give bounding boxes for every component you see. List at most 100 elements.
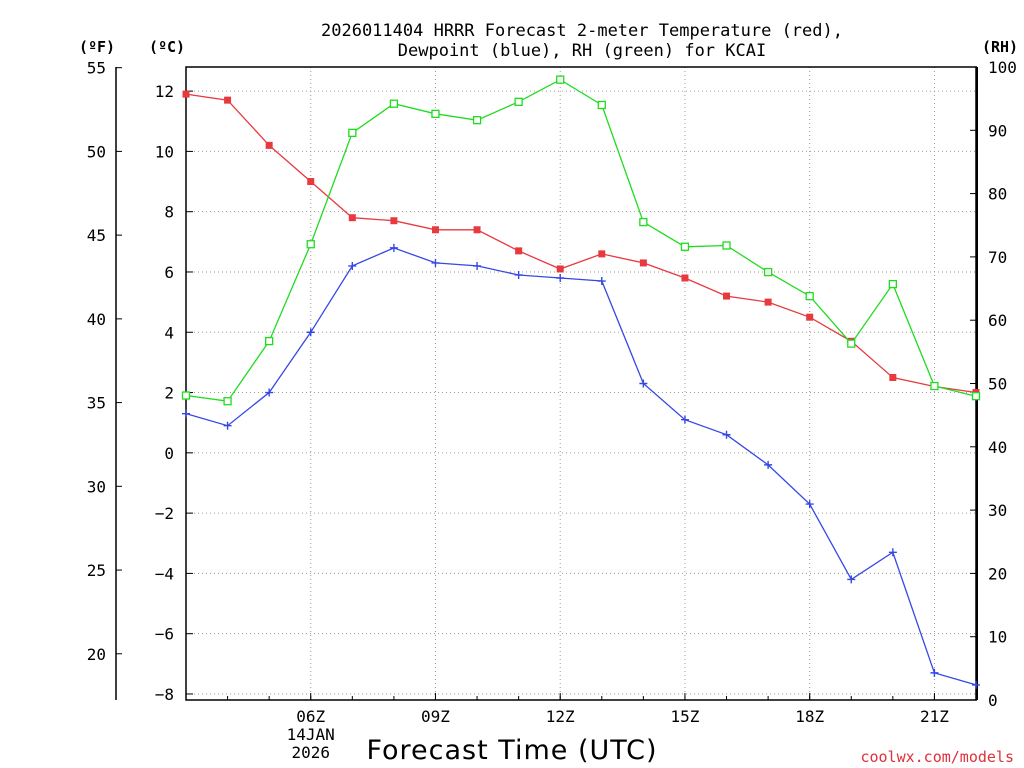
celsius-tick-label: 8 [164,203,174,222]
credit-link[interactable]: coolwx.com/models [860,748,1014,766]
fahrenheit-tick-label: 35 [87,394,106,413]
dewpoint-series-line [185,247,977,686]
dewpoint-point [182,409,190,418]
rh-tick-label: 60 [988,311,1007,330]
rh-point [680,242,690,251]
rh-point [181,391,191,400]
rh-point [763,267,773,277]
temperature-point [348,214,356,222]
fahrenheit-tick-label: 30 [87,477,106,496]
celsius-tick-label: 0 [164,444,174,463]
temperature-point [723,292,731,300]
dewpoint-point [473,261,482,270]
fahrenheit-tick-label: 55 [87,59,106,78]
rh-point [888,279,897,289]
dewpoint-point [597,277,606,286]
rh-tick-label: 30 [988,501,1007,520]
rh-point [431,109,440,118]
x-axis-title: Forecast Time (UTC) [366,735,657,766]
dewpoint-point [680,415,689,424]
rh-point [639,217,648,227]
temperature-point [265,141,273,149]
rh-tick-label: 70 [988,248,1007,267]
celsius-tick-label: 4 [164,323,174,342]
temperature-point [224,96,232,104]
temperature-point [764,298,772,306]
x-tick-label: 21Z [920,707,949,726]
temperature-point [598,250,606,258]
fahrenheit-tick-label: 40 [87,310,106,329]
dewpoint-point [265,388,274,397]
rh-point [971,392,981,401]
data-series [181,75,981,689]
rh-point [556,75,565,84]
rh-tick-label: 10 [988,628,1007,647]
axes [115,66,978,701]
rh-point [306,240,315,249]
grid [186,67,976,700]
temperature-point [681,274,689,282]
rh-tick-label: 40 [988,438,1007,457]
dewpoint-point [306,328,315,337]
dewpoint-point [431,258,440,267]
celsius-tick-label: 10 [155,142,174,161]
rh-tick-label: 20 [988,564,1007,583]
rh-point [930,381,939,391]
celsius-tick-label: −4 [155,564,174,583]
dewpoint-point [389,243,398,252]
x-tick-label: 09Z [421,707,450,726]
temperature-point [182,90,190,98]
dewpoint-point [847,575,856,584]
chart-title-line1: 2026011404 HRRR Forecast 2-meter Tempera… [321,21,843,41]
dewpoint-point [764,460,773,469]
temperature-point [556,265,564,273]
rh-point [348,128,357,137]
dewpoint-point [805,500,814,509]
fahrenheit-tick-label: 45 [87,226,106,245]
chart-title-line2: Dewpoint (blue), RH (green) for KCAI [398,41,766,61]
dewpoint-point [722,430,731,439]
rh-tick-label: 80 [988,185,1007,204]
temperature-point [806,313,814,321]
celsius-tick-label: 6 [164,263,174,282]
rh-tick-label: 90 [988,121,1007,140]
x-year-label: 2026 [291,743,330,762]
temperature-point [515,247,523,255]
x-date-label: 14JAN [287,725,335,744]
rh-point [597,100,606,110]
temperature-point [390,217,398,225]
dewpoint-point [639,379,648,388]
rh-point [514,97,523,106]
celsius-tick-label: 12 [155,82,174,101]
dewpoint-point [930,668,939,677]
dewpoint-point [514,270,523,279]
fahrenheit-unit-label: (ºF) [79,38,115,56]
temperature-point [639,259,647,267]
celsius-unit-label: (ºC) [149,38,185,56]
rh-point [722,241,731,250]
fahrenheit-tick-label: 20 [87,645,106,664]
dewpoint-point [556,274,565,282]
x-tick-label: 06Z [296,707,325,726]
rh-tick-label: 100 [988,58,1017,77]
rh-point [389,99,399,108]
rh-tick-label: 0 [988,691,998,710]
rh-point [805,291,814,301]
dewpoint-point [972,680,980,689]
temperature-point [431,226,439,234]
rh-point [472,116,482,125]
temperature-point [473,226,481,234]
fahrenheit-tick-label: 25 [87,561,106,580]
rh-unit-label: (RH) [982,38,1018,56]
x-tick-label: 18Z [795,707,824,726]
rh-point [265,336,274,346]
temperature-point [889,373,897,381]
celsius-tick-label: 2 [164,384,174,403]
dewpoint-point [348,261,357,270]
x-tick-label: 15Z [670,707,699,726]
rh-tick-label: 50 [988,375,1007,394]
plot-frame [185,66,977,701]
x-tick-label: 12Z [546,707,575,726]
celsius-tick-label: −6 [155,625,174,644]
